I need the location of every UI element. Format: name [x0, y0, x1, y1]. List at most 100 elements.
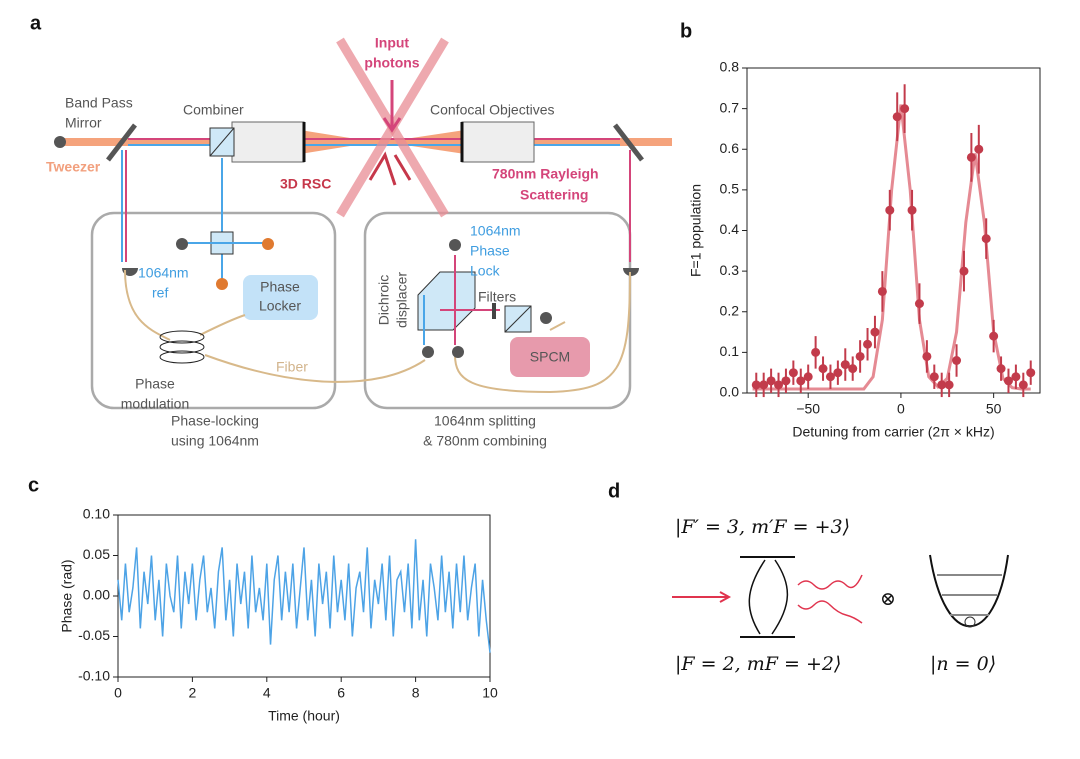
y-tick-label: 0.10	[83, 506, 110, 522]
label: 780nm Rayleigh	[492, 166, 599, 182]
data-point	[989, 331, 999, 341]
data-point	[751, 380, 761, 390]
focus	[300, 130, 375, 154]
panel-label: a	[30, 12, 42, 34]
data-point	[774, 380, 784, 390]
data-point	[811, 347, 821, 357]
data-point	[1018, 380, 1028, 390]
data-point	[952, 356, 962, 365]
data-point	[840, 360, 850, 370]
fit-line	[752, 104, 1031, 391]
label: Band Pass	[65, 95, 133, 111]
data-point	[1026, 368, 1036, 378]
label: Combiner	[183, 102, 244, 118]
y-tick-label: 0.0	[720, 384, 740, 400]
focus	[385, 130, 465, 154]
x-axis-label: Detuning from carrier (2π × kHz)	[792, 424, 994, 440]
data-point	[833, 368, 843, 378]
data-point	[766, 376, 776, 386]
label: Dichroic	[376, 275, 392, 326]
y-tick-label: 0.7	[720, 99, 740, 115]
data-point	[914, 299, 924, 309]
x-tick-label: −50	[796, 401, 820, 417]
data-point	[848, 364, 858, 374]
label: Input	[375, 35, 410, 51]
label: Filters	[478, 289, 516, 305]
label: 1064nm	[470, 223, 521, 239]
x-tick-label: 2	[189, 685, 197, 701]
label: Locker	[259, 298, 301, 314]
x-axis-label: Time (hour)	[268, 708, 340, 724]
data-point	[929, 372, 939, 382]
y-tick-label: 0.00	[83, 587, 110, 603]
data-line	[117, 539, 491, 653]
data-point	[907, 205, 917, 215]
level-diagram	[672, 554, 1009, 638]
state-label: |n = 0⟩	[930, 653, 996, 675]
y-axis-label: Phase (rad)	[59, 559, 75, 632]
y-tick-label: 0.3	[720, 262, 740, 278]
data-point	[959, 266, 969, 276]
fiber	[124, 269, 631, 394]
data-point	[803, 372, 813, 382]
data-point	[759, 380, 769, 390]
axes-frame	[117, 514, 491, 678]
x-tick-label: 10	[482, 685, 498, 701]
label: 1064nm splitting	[434, 413, 536, 429]
data-point	[981, 234, 991, 244]
setup-diagram	[54, 37, 672, 410]
data-point	[877, 286, 887, 296]
x-tick-label: 4	[263, 685, 271, 701]
label: displacer	[394, 272, 410, 328]
data-point	[885, 205, 895, 215]
data-point	[870, 327, 880, 337]
label: Phase	[470, 243, 510, 259]
y-tick-label: 0.8	[720, 59, 740, 75]
data-point	[966, 152, 976, 162]
label: Lock	[470, 263, 501, 279]
symbol: ⊗	[880, 588, 896, 610]
displacer	[417, 271, 476, 331]
x-tick-label: 0	[897, 401, 905, 417]
label: modulation	[121, 396, 190, 412]
objective	[461, 121, 535, 163]
y-tick-label: -0.10	[78, 668, 110, 684]
y-axis-label: F=1 population	[688, 184, 704, 277]
label: SPCM	[530, 349, 570, 365]
label: & 780nm combining	[423, 433, 547, 449]
label: Phase-locking	[171, 413, 259, 429]
panel-label: b	[680, 20, 692, 42]
y-tick-label: 0.2	[720, 302, 740, 318]
y-tick-label: 0.05	[83, 546, 110, 562]
data-point	[825, 372, 835, 382]
mirror	[106, 123, 137, 162]
label: using 1064nm	[171, 433, 259, 449]
label: photons	[364, 55, 419, 71]
data-point	[855, 351, 865, 361]
panel-label: d	[608, 480, 620, 502]
data-point	[974, 144, 984, 154]
arrow	[382, 80, 402, 133]
mirror	[613, 123, 644, 162]
objective	[231, 121, 305, 163]
label: Phase	[260, 279, 300, 295]
panel-label: c	[28, 474, 39, 496]
data-point	[1011, 372, 1021, 382]
phase-locker-box	[243, 275, 318, 320]
label: 1064nm	[138, 265, 189, 281]
label: Scattering	[520, 187, 588, 203]
beam-dump	[54, 136, 66, 148]
data-point	[1003, 376, 1013, 386]
y-tick-label: 0.1	[720, 343, 740, 359]
data-point	[863, 339, 873, 349]
box	[90, 211, 337, 410]
label: Fiber	[276, 359, 308, 375]
label: 3D RSC	[280, 176, 331, 192]
label: ref	[152, 285, 168, 301]
y-tick-label: 0.4	[720, 221, 740, 237]
arrow	[368, 151, 412, 186]
spcm-box	[510, 337, 590, 377]
label: Tweezer	[46, 159, 101, 175]
x-tick-label: 0	[114, 685, 122, 701]
